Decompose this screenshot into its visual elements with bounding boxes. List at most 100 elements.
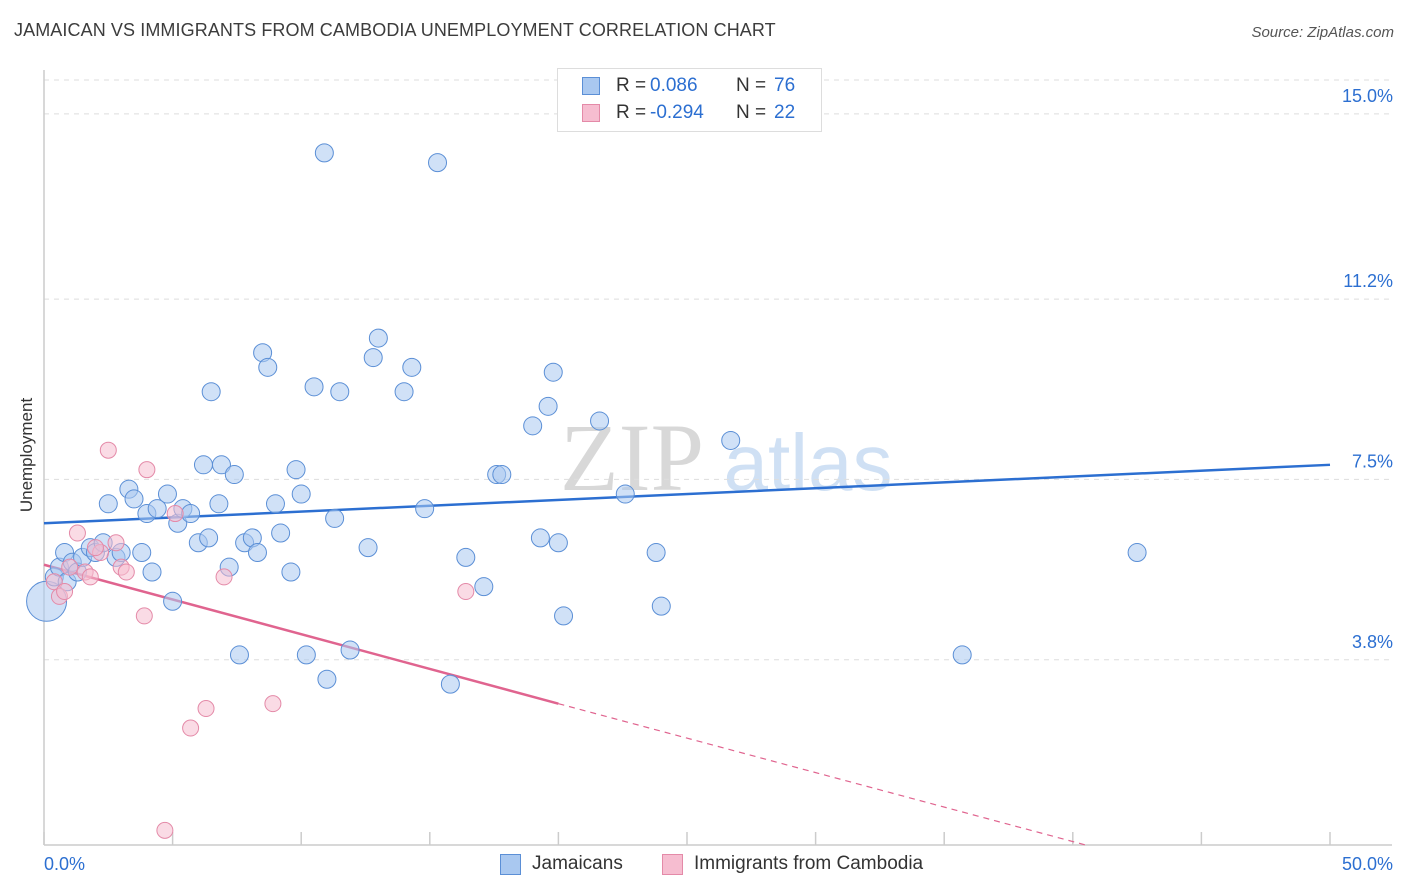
- point-jamaicans: [124, 489, 144, 509]
- legend-swatch-jamaicans: [582, 77, 600, 95]
- point-jamaicans: [415, 499, 435, 519]
- point-cambodia: [215, 568, 233, 586]
- axes: [43, 70, 1392, 846]
- point-cambodia: [56, 583, 74, 601]
- point-jamaicans: [402, 357, 422, 377]
- data-points: [26, 143, 1147, 839]
- legend-label-cambodia: Immigrants from Cambodia: [694, 853, 924, 874]
- series-legend: Jamaicans Immigrants from Cambodia: [0, 852, 1406, 876]
- chart-title: JAMAICAN VS IMMIGRANTS FROM CAMBODIA UNE…: [14, 20, 776, 40]
- legend-swatch-cambodia: [582, 104, 600, 122]
- r-label: R =: [616, 102, 647, 123]
- point-cambodia: [99, 441, 117, 459]
- point-jamaicans: [456, 547, 476, 567]
- point-jamaicans: [646, 543, 666, 563]
- point-jamaicans: [721, 430, 741, 450]
- point-jamaicans: [163, 591, 183, 611]
- point-jamaicans: [615, 484, 635, 504]
- point-jamaicans: [523, 416, 543, 436]
- point-cambodia: [264, 695, 282, 713]
- point-jamaicans: [492, 465, 512, 485]
- point-jamaicans: [193, 455, 213, 475]
- point-jamaicans: [325, 508, 345, 528]
- legend-swatch-cambodia: [662, 854, 683, 875]
- point-cambodia: [156, 821, 174, 839]
- trend-lines: [43, 463, 1331, 846]
- point-jamaicans: [368, 328, 388, 348]
- point-cambodia: [166, 505, 184, 523]
- r-label: R =: [616, 75, 647, 96]
- point-cambodia: [182, 719, 200, 737]
- point-jamaicans: [651, 596, 671, 616]
- n-label: N =: [736, 75, 767, 96]
- x-tick-label: 50.0%: [1342, 854, 1393, 874]
- point-jamaicans: [340, 640, 360, 660]
- point-jamaicans: [247, 543, 267, 563]
- point-jamaicans: [428, 153, 448, 173]
- gridlines: [44, 79, 1392, 661]
- trend-line-cambodia: [43, 563, 559, 705]
- point-cambodia: [135, 607, 153, 625]
- point-jamaicans: [317, 669, 337, 689]
- point-jamaicans: [286, 460, 306, 480]
- point-cambodia: [86, 539, 104, 557]
- point-jamaicans: [543, 362, 563, 382]
- trend-line-cambodia-extrapolated: [558, 703, 1086, 846]
- x-tick-label: 0.0%: [44, 854, 85, 874]
- point-cambodia: [81, 568, 99, 586]
- point-jamaicans: [590, 411, 610, 431]
- n-value: 22: [774, 102, 796, 123]
- point-jamaicans: [147, 499, 167, 519]
- watermark: ZIP atlas: [560, 404, 892, 511]
- y-axis-label: Unemployment: [17, 397, 36, 513]
- point-jamaicans: [538, 396, 558, 416]
- watermark-atlas: atlas: [724, 418, 893, 507]
- point-jamaicans: [229, 645, 249, 665]
- y-tick-label: 15.0%: [1342, 86, 1393, 106]
- legend-swatch-jamaicans: [500, 854, 521, 875]
- point-cambodia: [68, 524, 86, 542]
- point-jamaicans: [258, 357, 278, 377]
- legend-label-jamaicans: Jamaicans: [532, 853, 623, 874]
- point-jamaicans: [330, 382, 350, 402]
- point-jamaicans: [201, 382, 221, 402]
- r-value: 0.086: [650, 75, 698, 96]
- point-jamaicans: [142, 562, 162, 582]
- stats-legend: R = 0.086 N = 76 R = -0.294 N = 22: [557, 68, 822, 132]
- y-tick-label: 7.5%: [1352, 451, 1393, 471]
- point-jamaicans: [209, 494, 229, 514]
- point-cambodia: [457, 583, 475, 601]
- point-jamaicans: [304, 377, 324, 397]
- point-jamaicans: [1127, 543, 1147, 563]
- point-cambodia: [107, 534, 125, 552]
- point-jamaicans: [265, 494, 285, 514]
- point-jamaicans: [132, 543, 152, 563]
- point-jamaicans: [281, 562, 301, 582]
- point-jamaicans: [554, 606, 574, 626]
- point-cambodia: [117, 563, 135, 581]
- point-jamaicans: [314, 143, 334, 163]
- trend-line-jamaicans: [43, 463, 1331, 525]
- point-jamaicans: [291, 484, 311, 504]
- point-jamaicans: [157, 484, 177, 504]
- point-jamaicans: [98, 494, 118, 514]
- point-jamaicans: [181, 504, 201, 524]
- r-value: -0.294: [650, 102, 704, 123]
- point-jamaicans: [199, 528, 219, 548]
- point-jamaicans: [363, 348, 383, 368]
- y-tick-label: 11.2%: [1343, 271, 1393, 291]
- point-jamaicans: [296, 645, 316, 665]
- point-jamaicans: [530, 528, 550, 548]
- point-jamaicans: [271, 523, 291, 543]
- point-cambodia: [197, 700, 215, 718]
- source-label: Source: ZipAtlas.com: [1251, 24, 1394, 41]
- point-jamaicans: [211, 455, 231, 475]
- point-jamaicans: [440, 674, 460, 694]
- n-label: N =: [736, 102, 767, 123]
- y-tick-label: 3.8%: [1352, 632, 1393, 652]
- point-cambodia: [138, 461, 156, 479]
- point-jamaicans: [394, 382, 414, 402]
- point-jamaicans: [474, 577, 494, 597]
- point-jamaicans: [358, 538, 378, 558]
